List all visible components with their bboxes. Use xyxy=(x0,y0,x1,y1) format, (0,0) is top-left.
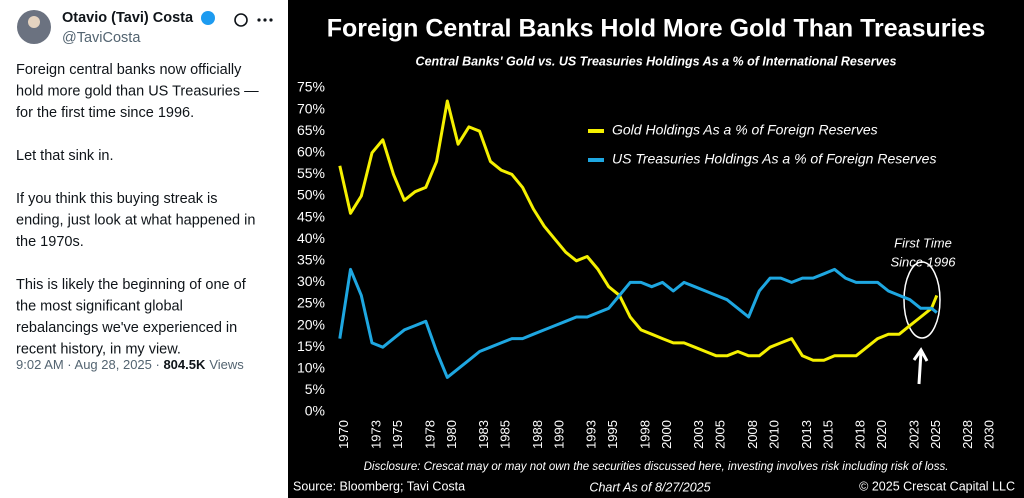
x-tick-label: 1973 xyxy=(368,420,383,449)
chart-subtitle: Central Banks' Gold vs. US Treasuries Ho… xyxy=(416,54,897,68)
tweet-line: If you think this buying streak is xyxy=(16,191,218,207)
legend-label: Gold Holdings As a % of Foreign Reserves xyxy=(612,122,878,138)
y-tick-label: 70% xyxy=(297,100,325,116)
y-tick-label: 15% xyxy=(297,338,325,354)
y-tick-label: 30% xyxy=(297,273,325,289)
tweet-text: Foreign central banks now officially hold… xyxy=(16,62,259,358)
author-name[interactable]: Otavio (Tavi) Costa xyxy=(62,10,194,26)
series-line xyxy=(338,267,938,379)
views-count: 804.5K xyxy=(163,357,206,372)
tweet-line: recent history, in my view. xyxy=(16,341,181,357)
y-tick-label: 35% xyxy=(297,252,325,268)
author-handle[interactable]: @TaviCosta xyxy=(62,30,141,46)
timestamp: 9:02 AM · Aug 28, 2025 · xyxy=(16,357,163,372)
y-tick-label: 25% xyxy=(297,295,325,311)
copyright: © 2025 Crescat Capital LLC xyxy=(859,479,1015,493)
x-tick-label: 1995 xyxy=(605,420,620,449)
x-tick-label: 2025 xyxy=(928,420,943,449)
verified-badge xyxy=(201,11,215,25)
y-tick-label: 65% xyxy=(297,122,325,138)
x-tick-label: 2000 xyxy=(659,420,674,449)
y-tick-label: 10% xyxy=(297,360,325,376)
highlight-ellipse xyxy=(903,261,941,339)
x-tick-label: 2018 xyxy=(853,420,868,449)
arrow xyxy=(912,347,929,385)
x-tick-label: 2030 xyxy=(982,420,997,449)
x-tick-label: 2015 xyxy=(820,420,835,449)
x-tick-label: 1985 xyxy=(498,420,513,449)
x-tick-label: 2013 xyxy=(799,420,814,449)
x-tick-label: 1980 xyxy=(444,420,459,449)
series-line xyxy=(338,99,939,362)
chart-title: Foreign Central Banks Hold More Gold Tha… xyxy=(327,15,985,43)
tweet-meta: 9:02 AM · Aug 28, 2025 · 804.5K Views xyxy=(16,357,244,372)
more-icon[interactable] xyxy=(257,18,273,22)
y-tick-label: 75% xyxy=(297,79,325,95)
x-tick-label: 2023 xyxy=(906,420,921,449)
y-tick-label: 60% xyxy=(297,144,325,160)
tweet-line: for the first time since 1996. xyxy=(16,105,194,121)
grok-icon[interactable] xyxy=(234,13,248,27)
y-tick-label: 20% xyxy=(297,316,325,332)
tweet-line: the 1970s. xyxy=(16,234,84,250)
x-tick-label: 1988 xyxy=(530,420,545,449)
x-tick-label: 2003 xyxy=(691,420,706,449)
legend-label: US Treasuries Holdings As a % of Foreign… xyxy=(612,151,936,167)
x-tick-label: 2028 xyxy=(960,420,975,449)
chart-date: Chart As of 8/27/2025 xyxy=(589,480,710,494)
annotation: First Time xyxy=(894,235,952,250)
source: Source: Bloomberg; Tavi Costa xyxy=(293,479,465,493)
tweet-line: rebalancings we've experienced in xyxy=(16,320,237,336)
y-tick-label: 5% xyxy=(305,381,325,397)
avatar-face xyxy=(28,16,40,28)
x-tick-label: 1970 xyxy=(336,420,351,449)
x-tick-label: 1990 xyxy=(551,420,566,449)
tweet-line: Foreign central banks now officially xyxy=(16,62,242,78)
y-tick-label: 55% xyxy=(297,165,325,181)
tweet-line: Let that sink in. xyxy=(16,148,114,164)
x-tick-label: 2008 xyxy=(745,420,760,449)
tweet-line: hold more gold than US Treasuries — xyxy=(16,83,259,99)
y-tick-label: 40% xyxy=(297,230,325,246)
annotation: Since 1996 xyxy=(890,254,956,269)
x-tick-label: 1978 xyxy=(422,420,437,449)
x-tick-label: 1975 xyxy=(390,420,405,449)
x-tick-label: 2020 xyxy=(874,420,889,449)
x-tick-label: 1998 xyxy=(637,420,652,449)
y-tick-label: 0% xyxy=(305,403,325,419)
x-tick-label: 2010 xyxy=(767,420,782,449)
x-tick-label: 2005 xyxy=(713,420,728,449)
y-tick-label: 45% xyxy=(297,208,325,224)
tweet-line: the most significant global xyxy=(16,298,183,314)
disclosure: Disclosure: Crescat may or may not own t… xyxy=(364,461,949,473)
tweet-card xyxy=(0,0,288,382)
x-tick-label: 1993 xyxy=(584,420,599,449)
chart-panel xyxy=(288,0,1024,498)
tweet-line: ending, just look at what happened in xyxy=(16,212,255,228)
views-label: Views xyxy=(209,357,244,372)
tweet-line: This is likely the beginning of one of xyxy=(16,277,247,293)
x-tick-label: 1983 xyxy=(476,420,491,449)
y-tick-label: 50% xyxy=(297,187,325,203)
